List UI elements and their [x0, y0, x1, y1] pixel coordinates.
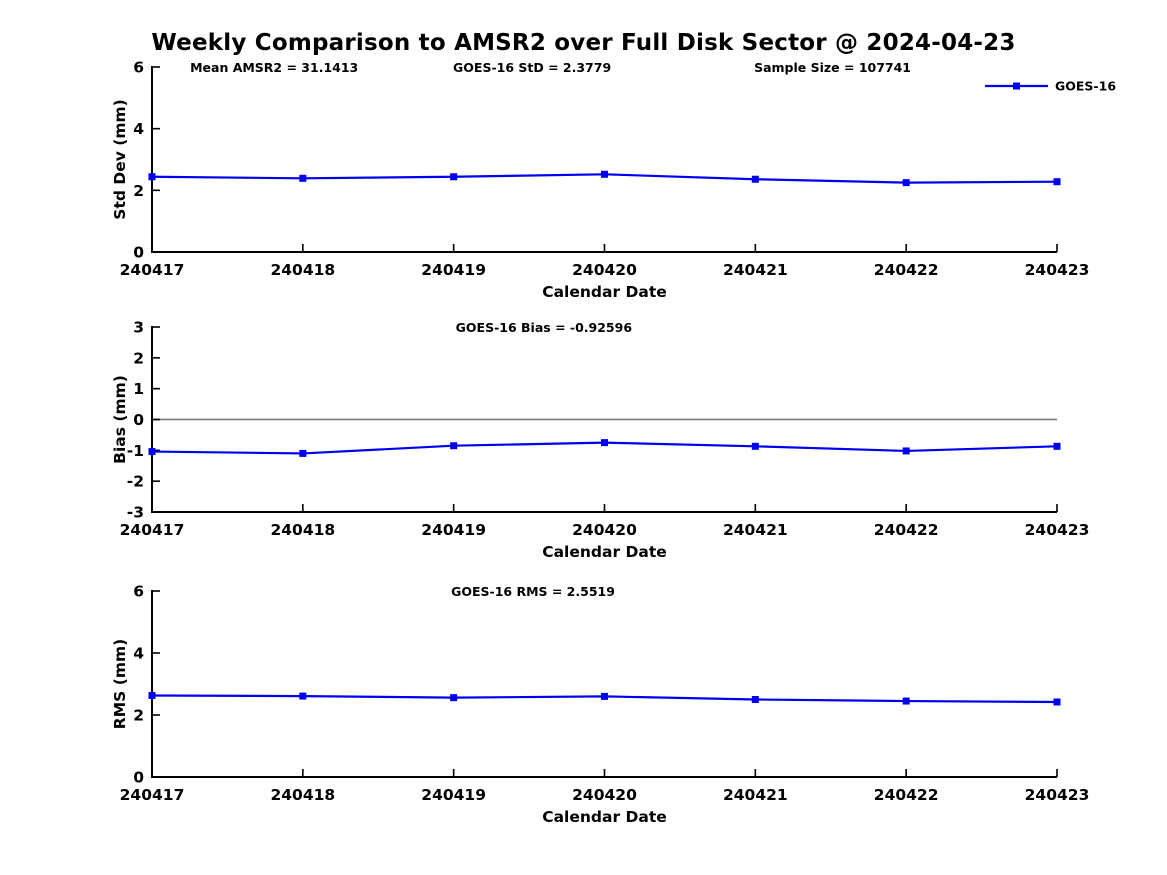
stat-annotation: Mean AMSR2 = 31.1413 — [190, 60, 358, 75]
figure-title: Weekly Comparison to AMSR2 over Full Dis… — [151, 30, 1016, 56]
y-tick-label: -3 — [127, 504, 144, 522]
x-tick-label: 240419 — [421, 261, 486, 279]
data-point-marker — [902, 697, 910, 705]
y-tick-label: 4 — [133, 120, 144, 138]
x-tick-label: 240421 — [723, 521, 788, 539]
x-tick-label: 240422 — [874, 261, 939, 279]
x-tick-label: 240423 — [1025, 521, 1090, 539]
x-tick-label: 240418 — [270, 786, 335, 804]
data-point-marker — [751, 442, 759, 450]
x-tick-label: 240420 — [572, 261, 637, 279]
x-tick-label: 240419 — [421, 786, 486, 804]
data-point-marker — [1053, 442, 1061, 450]
y-axis-title: Std Dev (mm) — [111, 99, 129, 219]
data-point-marker — [148, 173, 156, 181]
y-tick-label: 3 — [133, 319, 144, 337]
y-tick-label: 1 — [133, 380, 144, 398]
data-point-marker — [148, 448, 156, 456]
y-tick-label: 0 — [133, 244, 144, 262]
y-axis-title: Bias (mm) — [111, 375, 129, 464]
y-tick-label: 6 — [133, 59, 144, 77]
x-tick-label: 240420 — [572, 786, 637, 804]
x-tick-label: 240419 — [421, 521, 486, 539]
data-point-marker — [1053, 698, 1061, 706]
bias-subplot: -3 -2 -1 0 1 2 3 240417 240418 240419 240420 240421… — [111, 319, 1089, 562]
y-tick-label: 0 — [133, 411, 144, 429]
data-point-marker — [299, 449, 307, 457]
x-tick-label: 240423 — [1025, 261, 1090, 279]
data-point-marker — [902, 179, 910, 187]
data-point-marker — [450, 173, 458, 181]
y-tick-label: 6 — [133, 583, 144, 601]
legend-label: GOES-16 — [1055, 79, 1116, 94]
x-tick-label: 240417 — [120, 261, 185, 279]
data-point-marker — [1053, 178, 1061, 186]
x-tick-label: 240418 — [270, 261, 335, 279]
stat-annotation: Sample Size = 107741 — [754, 60, 911, 75]
data-point-marker — [299, 174, 307, 182]
data-point-marker — [148, 691, 156, 699]
data-point-marker — [601, 439, 608, 447]
legend: GOES-16 — [985, 79, 1116, 94]
y-tick-label: 2 — [133, 182, 144, 200]
y-tick-label: 2 — [133, 707, 144, 725]
y-tick-label: 4 — [133, 645, 144, 663]
y-tick-label: -2 — [127, 473, 144, 491]
data-point-marker — [751, 175, 759, 183]
x-tick-label: 240422 — [874, 786, 939, 804]
x-tick-label: 240417 — [120, 786, 185, 804]
x-tick-label: 240423 — [1025, 786, 1090, 804]
data-point-marker — [299, 692, 307, 700]
x-tick-label: 240422 — [874, 521, 939, 539]
rms-subplot: 0 2 4 6 240417 240418 240419 240420 240421 240422… — [111, 583, 1089, 827]
y-tick-label: 0 — [133, 769, 144, 787]
y-tick-label: 2 — [133, 349, 144, 367]
y-tick-label: -1 — [127, 442, 144, 460]
stat-annotation: GOES-16 StD = 2.3779 — [453, 60, 611, 75]
legend-sample-marker-icon — [1013, 82, 1020, 90]
data-point-marker — [902, 447, 910, 455]
data-point-marker — [450, 442, 458, 450]
data-point-marker — [601, 692, 608, 700]
data-point-marker — [751, 696, 759, 703]
x-tick-label: 240420 — [572, 521, 637, 539]
x-axis-title: Calendar Date — [542, 808, 667, 826]
x-axis-title: Calendar Date — [542, 543, 667, 561]
std-dev-subplot: 0 2 4 6 240417 240418 240419 240420 240421 240422… — [111, 59, 1116, 302]
stat-annotation: GOES-16 Bias = -0.92596 — [456, 320, 633, 335]
x-axis-title: Calendar Date — [542, 283, 667, 301]
x-tick-label: 240421 — [723, 786, 788, 804]
x-tick-label: 240418 — [270, 521, 335, 539]
x-tick-label: 240417 — [120, 521, 185, 539]
x-tick-label: 240421 — [723, 261, 788, 279]
data-point-marker — [450, 694, 458, 702]
stat-annotation: GOES-16 RMS = 2.5519 — [451, 584, 615, 599]
y-axis-title: RMS (mm) — [111, 639, 129, 729]
data-point-marker — [601, 170, 608, 178]
